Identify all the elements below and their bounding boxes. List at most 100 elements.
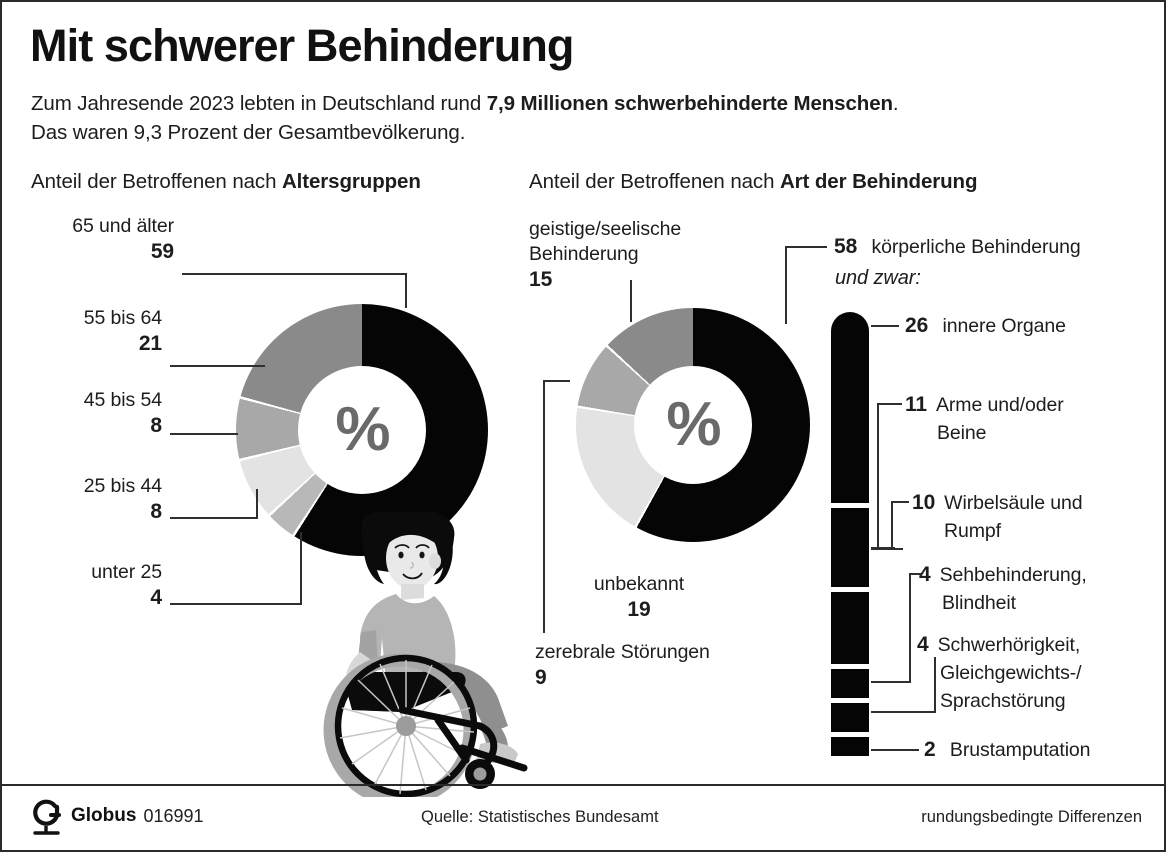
subtitle-line-2: Das waren 9,3 Prozent der Gesamtbevölker…: [31, 121, 466, 144]
section-heading-type: Anteil der Betroffenen nach Art der Behi…: [529, 170, 977, 194]
breakdown-label-2b: Rumpf: [944, 520, 1001, 542]
bar-segment-sehbehinderung: [831, 669, 869, 698]
section-heading-type-pre: Anteil der Betroffenen nach: [529, 170, 780, 193]
breakdown-value-3: 4: [919, 563, 931, 586]
breakdown-label-3b: Blindheit: [942, 592, 1016, 614]
leader-line-under-25-v: [300, 532, 302, 605]
donut-type-hole: %: [634, 366, 752, 484]
leader-line-unbekannt-zerebral-h: [543, 380, 570, 382]
leader-line-wirbelsaeule-v: [891, 501, 893, 548]
subtitle-line-1: Zum Jahresende 2023 lebten in Deutschlan…: [31, 92, 899, 116]
leader-line-brustamputation: [871, 749, 919, 751]
subtitle-line-1-pre: Zum Jahresende 2023 lebten in Deutschlan…: [31, 92, 487, 115]
age-label-45-54-value: 8: [150, 414, 162, 437]
age-label-under-25-text: unter 25: [91, 561, 162, 583]
age-label-55-64-text: 55 bis 64: [83, 307, 162, 329]
globe-logo-icon: [33, 799, 61, 835]
leader-line-25-44-h: [170, 517, 258, 519]
section-heading-type-bold: Art der Behinderung: [779, 170, 978, 193]
breakdown-label-3a: Sehbehinderung,: [939, 564, 1087, 586]
age-label-under-25: unter 25 4: [22, 560, 162, 610]
age-label-55-64-value: 21: [138, 332, 162, 355]
leader-line-innere-organe: [871, 325, 899, 327]
leader-line-arme-beine-h1: [877, 403, 902, 405]
breakdown-label-4b: Gleichgewichts-/: [940, 662, 1082, 684]
type-label-koerperlich-value: 58: [834, 235, 858, 258]
breakdown-value-4: 4: [917, 633, 929, 656]
age-label-65plus-text: 65 und älter: [72, 215, 174, 237]
leader-line-koerperlich-v: [785, 246, 787, 324]
type-label-unbekannt: unbekannt 19: [578, 572, 700, 622]
breakdown-value-2: 10: [912, 491, 936, 514]
percent-symbol-age: %: [335, 395, 390, 464]
breakdown-item-brustamputation: 2 Brustamputation: [924, 737, 1091, 763]
source-note: Quelle: Statistisches Bundesamt: [421, 808, 659, 826]
type-label-zerebral: zerebrale Störungen 9: [535, 640, 710, 690]
subtitle-line-1-post: .: [892, 92, 899, 115]
leader-line-sehbehinderung-h2: [871, 681, 911, 683]
type-label-geistig-line1: geistige/seelische: [529, 218, 682, 240]
percent-symbol-type: %: [666, 390, 721, 459]
age-label-25-44-value: 8: [150, 500, 162, 523]
type-label-zerebral-value: 9: [535, 666, 547, 689]
page-title: Mit schwerer Behinderung: [30, 20, 574, 71]
leader-line-65plus-v: [405, 273, 407, 308]
breakdown-value-0: 26: [905, 314, 929, 337]
bar-segment-arme-beine: [831, 508, 869, 587]
breakdown-label-4c: Sprachstörung: [940, 690, 1066, 712]
leader-line-wirbelsaeule-h1: [891, 501, 909, 503]
breakdown-label-4a: Schwerhörigkeit,: [937, 634, 1081, 656]
donut-chart-disability-type: %: [576, 308, 810, 542]
bar-segment-wirbelsaeule: [831, 592, 869, 664]
breakdown-label-1a: Arme und/oder: [936, 394, 1064, 416]
section-heading-age-pre: Anteil der Betroffenen nach: [31, 170, 282, 193]
leader-line-sehbehinderung-h1: [909, 573, 921, 575]
wheelchair-user-illustration: [323, 512, 528, 797]
leader-line-sehbehinderung-v: [909, 573, 911, 683]
breakdown-item-arme-beine: 11 Arme und/oder Beine: [905, 391, 1064, 447]
leader-line-schwerhoerigkeit-h: [871, 711, 936, 713]
type-label-koerperlich-text: körperliche Behinderung: [871, 236, 1081, 258]
type-label-zerebral-text: zerebrale Störungen: [535, 641, 710, 663]
leader-line-arme-beine-v: [877, 403, 879, 550]
type-label-geistig-line2: Behinderung: [529, 243, 639, 265]
globus-logo-group: Globus 016991: [30, 795, 204, 837]
leader-line-25-44-v: [256, 489, 258, 519]
bar-segment-schwerhoerigkeit: [831, 703, 869, 732]
donut-age-hole: %: [298, 366, 426, 494]
age-label-45-54-text: 45 bis 54: [83, 389, 162, 411]
leader-line-wirbelsaeule-h2: [871, 547, 895, 549]
leader-line-55-64: [170, 365, 265, 367]
breakdown-label-2a: Wirbelsäule und: [944, 492, 1083, 514]
breakdown-value-1: 11: [905, 393, 927, 416]
breakdown-label-1b: Beine: [937, 422, 987, 444]
leader-line-under-25-h: [170, 603, 302, 605]
age-label-65plus: 65 und älter 59: [22, 214, 174, 264]
breakdown-label-0: innere Organe: [942, 315, 1066, 337]
age-label-under-25-value: 4: [150, 586, 162, 609]
leader-line-koerperlich-h: [785, 246, 827, 248]
footer-divider: [2, 784, 1164, 786]
stacked-bar-koerperliche-behinderung: [831, 312, 869, 760]
age-label-45-54: 45 bis 54 8: [22, 388, 162, 438]
age-label-25-44: 25 bis 44 8: [22, 474, 162, 524]
type-label-geistig: geistige/seelische Behinderung 15: [529, 217, 681, 292]
age-label-55-64: 55 bis 64 21: [22, 306, 162, 356]
breakdown-item-schwerhoerigkeit: 4 Schwerhörigkeit, Gleichgewichts-/ Sprac…: [917, 631, 1082, 715]
globus-brand: Globus: [71, 805, 137, 826]
type-label-koerperlich: 58 körperliche Behinderung: [834, 234, 1081, 260]
leader-line-geistig: [630, 280, 632, 322]
breakdown-value-5: 2: [924, 738, 936, 761]
breakdown-item-sehbehinderung: 4 Sehbehinderung, Blindheit: [919, 561, 1087, 617]
breakdown-item-wirbelsaeule: 10 Wirbelsäule und Rumpf: [912, 489, 1083, 545]
und-zwar-label: und zwar:: [835, 267, 921, 289]
subtitle-line-1-highlight: 7,9 Millionen schwerbehinderte Menschen: [486, 92, 893, 115]
leader-line-arme-beine-h2: [871, 548, 903, 550]
globus-number: 016991: [143, 805, 204, 826]
type-label-unbekannt-text: unbekannt: [593, 573, 685, 595]
leader-line-45-54: [170, 433, 238, 435]
age-label-25-44-text: 25 bis 44: [83, 475, 162, 497]
leader-line-schwerhoerigkeit-v: [934, 657, 936, 712]
type-label-geistig-value: 15: [529, 268, 553, 291]
